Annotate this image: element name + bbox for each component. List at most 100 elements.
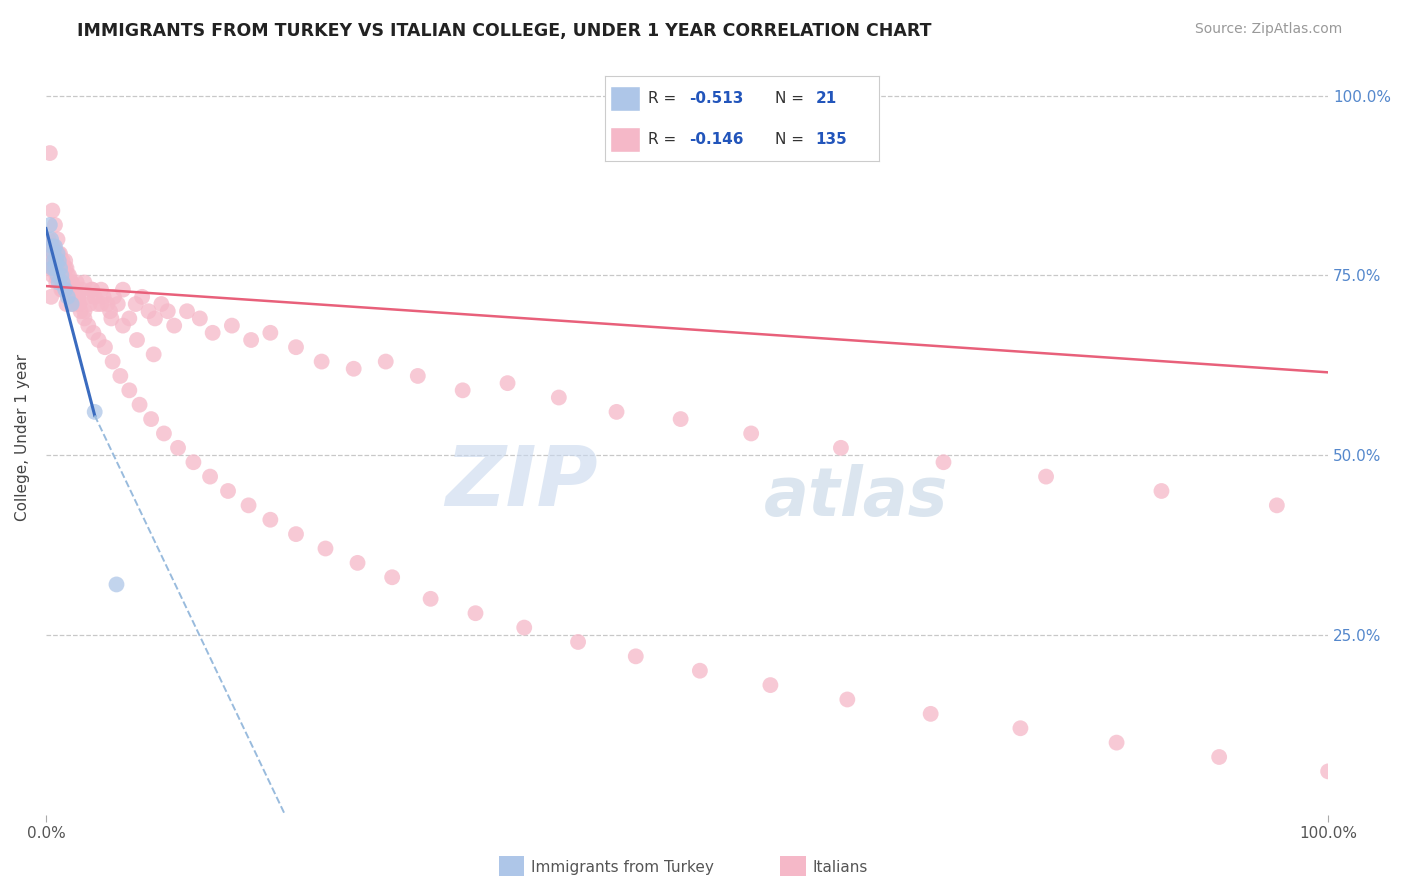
Point [66,276,89,290]
Point [837,692,859,706]
Point [118,311,141,326]
Point [42,254,65,268]
Text: Source: ZipAtlas.com: Source: ZipAtlas.com [1195,22,1343,37]
Point [153,426,176,441]
Point [45,254,67,268]
Point [55,297,77,311]
Point [65,290,87,304]
Point [41,239,63,253]
Point [496,376,519,391]
Point [1265,499,1288,513]
Point [63,283,86,297]
Point [41,246,63,260]
Point [689,664,711,678]
Point [49,246,72,260]
Point [53,254,76,268]
Point [221,318,243,333]
Point [38,232,60,246]
Point [259,326,281,340]
Point [101,354,124,368]
Point [150,297,173,311]
Text: -0.513: -0.513 [689,91,744,106]
Point [39,261,62,276]
Point [38,254,60,268]
Bar [610,127,640,152]
Y-axis label: College, Under 1 year: College, Under 1 year [15,353,30,521]
Point [238,499,260,513]
Point [163,318,186,333]
Point [42,246,65,260]
Point [56,290,79,304]
Point [52,261,75,276]
Point [606,405,628,419]
Point [53,283,76,297]
Point [42,239,65,253]
Point [311,354,333,368]
Point [217,483,239,498]
Point [44,218,66,232]
Point [103,290,125,304]
Point [66,290,89,304]
Point [1010,721,1032,735]
Point [73,276,96,290]
Point [125,333,148,347]
Point [66,297,89,311]
Point [188,311,211,326]
Point [83,290,105,304]
Point [79,297,101,311]
Point [56,283,79,297]
Point [53,276,76,290]
Text: -0.146: -0.146 [689,132,744,147]
Point [96,297,118,311]
Point [41,268,63,283]
Point [56,268,79,283]
Point [142,347,165,361]
Text: IMMIGRANTS FROM TURKEY VS ITALIAN COLLEGE, UNDER 1 YEAR CORRELATION CHART: IMMIGRANTS FROM TURKEY VS ITALIAN COLLEG… [77,22,932,40]
Point [82,326,104,340]
Point [48,254,70,268]
Point [70,283,93,297]
Point [90,297,112,311]
Point [111,318,134,333]
Point [52,283,75,297]
Point [69,304,91,318]
Point [52,254,75,268]
Point [45,276,67,290]
Point [547,391,569,405]
Point [39,290,62,304]
Point [1035,469,1057,483]
Point [624,649,647,664]
Point [343,361,366,376]
Point [1208,750,1230,764]
Point [759,678,782,692]
Point [52,268,75,283]
Point [77,318,100,333]
Point [73,311,96,326]
Point [39,239,62,253]
Point [44,246,66,260]
Point [51,268,73,283]
Point [46,268,69,283]
Point [167,441,190,455]
Point [105,577,128,591]
Point [58,268,80,283]
Point [374,354,396,368]
Point [82,283,104,297]
Text: 21: 21 [815,91,837,106]
Point [41,203,63,218]
Point [55,261,77,276]
Point [143,311,166,326]
Point [45,268,67,283]
Point [60,276,83,290]
Point [46,232,69,246]
Text: Italians: Italians [813,861,868,875]
Point [669,412,692,426]
Point [920,706,942,721]
Point [48,268,70,283]
Text: R =: R = [648,91,682,106]
Point [1105,736,1128,750]
Point [49,254,72,268]
Point [419,591,441,606]
Text: N =: N = [775,91,808,106]
Point [62,297,84,311]
